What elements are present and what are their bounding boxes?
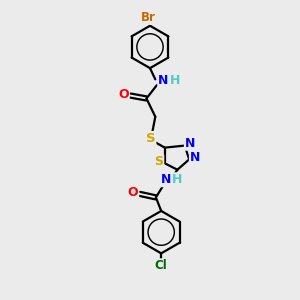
Text: Br: Br [141,11,156,24]
Text: N: N [160,173,171,186]
Text: Cl: Cl [155,259,168,272]
Text: N: N [158,74,169,87]
Text: N: N [190,152,200,164]
Text: S: S [154,155,163,168]
Text: O: O [128,186,138,199]
Text: N: N [185,137,195,150]
Text: O: O [118,88,129,101]
Text: S: S [146,132,155,145]
Text: H: H [172,173,183,186]
Text: H: H [170,74,181,87]
